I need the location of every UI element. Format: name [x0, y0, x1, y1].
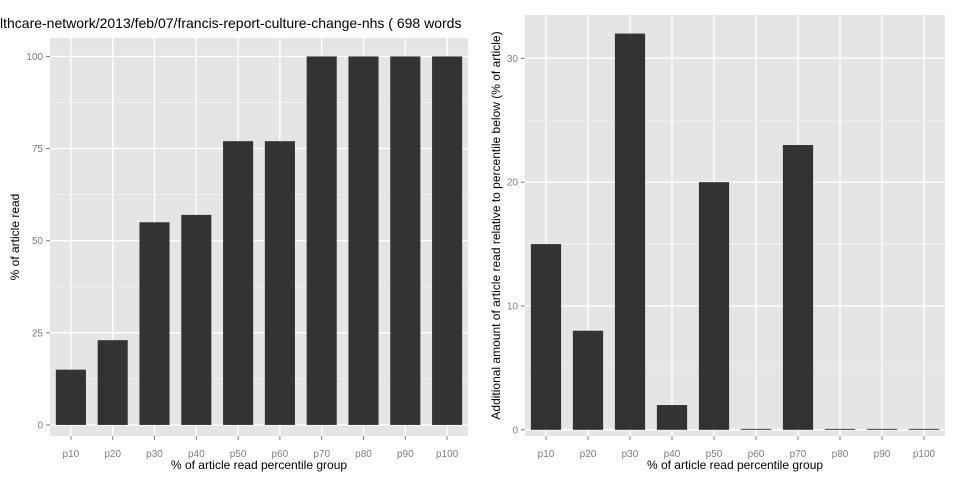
- chart-1-bar-p30: [139, 222, 170, 425]
- chart-1-bar-p100: [432, 56, 463, 425]
- chart-2-bar-p40: [656, 405, 688, 430]
- chart-2-y-tick-label: 10: [507, 301, 519, 312]
- chart-2-bar-p60: [740, 428, 772, 430]
- chart-1-x-tick-label: p10: [63, 449, 80, 460]
- chart-1-x-tick-label: p30: [146, 449, 163, 460]
- chart-1-x-tick-label: p70: [313, 449, 330, 460]
- chart-2-x-tick-label: p40: [664, 449, 681, 460]
- chart-1-y-tick-label: 25: [32, 328, 44, 339]
- chart-2-x-tick-label: p10: [538, 449, 555, 460]
- chart-2-y-tick-label: 20: [507, 178, 519, 189]
- chart-2-x-tick-label: p80: [832, 449, 849, 460]
- chart-1-plot: 0 25 50 75 100 p10 p20 p30 p40 p50 p60 p70 p80 p90 p10…: [26, 38, 468, 460]
- chart-1-bar-p90: [390, 56, 421, 425]
- chart-2-bar-p10: [530, 244, 562, 430]
- chart-2-bar-p70: [782, 145, 814, 430]
- chart-1-bar-p60: [264, 141, 295, 425]
- chart-1-x-tick-label: p20: [104, 449, 121, 460]
- chart-1-x-tick-label: p60: [272, 449, 289, 460]
- chart-2-y-tick-label: 0: [512, 425, 518, 436]
- chart-2-plot: 0 10 20 30 p10 p20 p30 p40 p50 p60 p70 p80 p90 p100: [507, 15, 945, 460]
- chart-2-x-tick-label: p60: [748, 449, 765, 460]
- chart-1-bar-p70: [306, 56, 337, 425]
- chart-2-x-tick-label: p50: [706, 449, 723, 460]
- chart-2-x-tick-label: p30: [622, 449, 639, 460]
- chart-1-x-tick-label: p40: [188, 449, 205, 460]
- chart-2-x-tick-label: p20: [580, 449, 597, 460]
- chart-1-x-tick-label: p50: [230, 449, 247, 460]
- chart-2-bar-p50: [698, 182, 730, 430]
- chart-2-x-tick-label: p70: [790, 449, 807, 460]
- chart-2-y-axis-title: Additional amount of article read relati…: [489, 31, 503, 419]
- chart-1-x-tick-label: p90: [397, 449, 414, 460]
- chart-2-x-tick-label: p100: [913, 449, 936, 460]
- chart-2-bar-p20: [572, 330, 604, 430]
- chart-2-x-tick-label: p90: [874, 449, 891, 460]
- chart-1-x-tick-label: p80: [355, 449, 372, 460]
- chart-1-x-tick-label: p100: [436, 449, 459, 460]
- chart-1-y-tick-label: 100: [26, 52, 43, 63]
- chart-1-bar-p50: [223, 141, 254, 425]
- chart-1-bar-p20: [97, 340, 128, 425]
- chart-2-y-tick-label: 30: [507, 54, 519, 65]
- chart-1-y-axis-title: % of article read: [8, 194, 22, 281]
- chart-1-bar-p80: [348, 56, 379, 425]
- chart-1-title: lthcare-network/2013/feb/07/francis-repo…: [0, 15, 461, 31]
- chart-1-y-tick-label: 0: [37, 420, 43, 431]
- chart-2-bar-p90: [866, 428, 898, 430]
- chart-1-y-tick-label: 50: [32, 236, 44, 247]
- chart-2-x-axis-title: % of article read percentile group: [647, 458, 823, 472]
- chart-2-bar-p30: [614, 33, 646, 430]
- chart-1-x-axis-title: % of article read percentile group: [171, 458, 347, 472]
- chart-1-bar-p40: [181, 214, 212, 425]
- chart-1-bar-p10: [55, 369, 86, 425]
- chart-2-bar-p100: [908, 428, 940, 430]
- chart-1-y-tick-label: 75: [32, 144, 44, 155]
- chart-2-bar-p80: [824, 428, 856, 430]
